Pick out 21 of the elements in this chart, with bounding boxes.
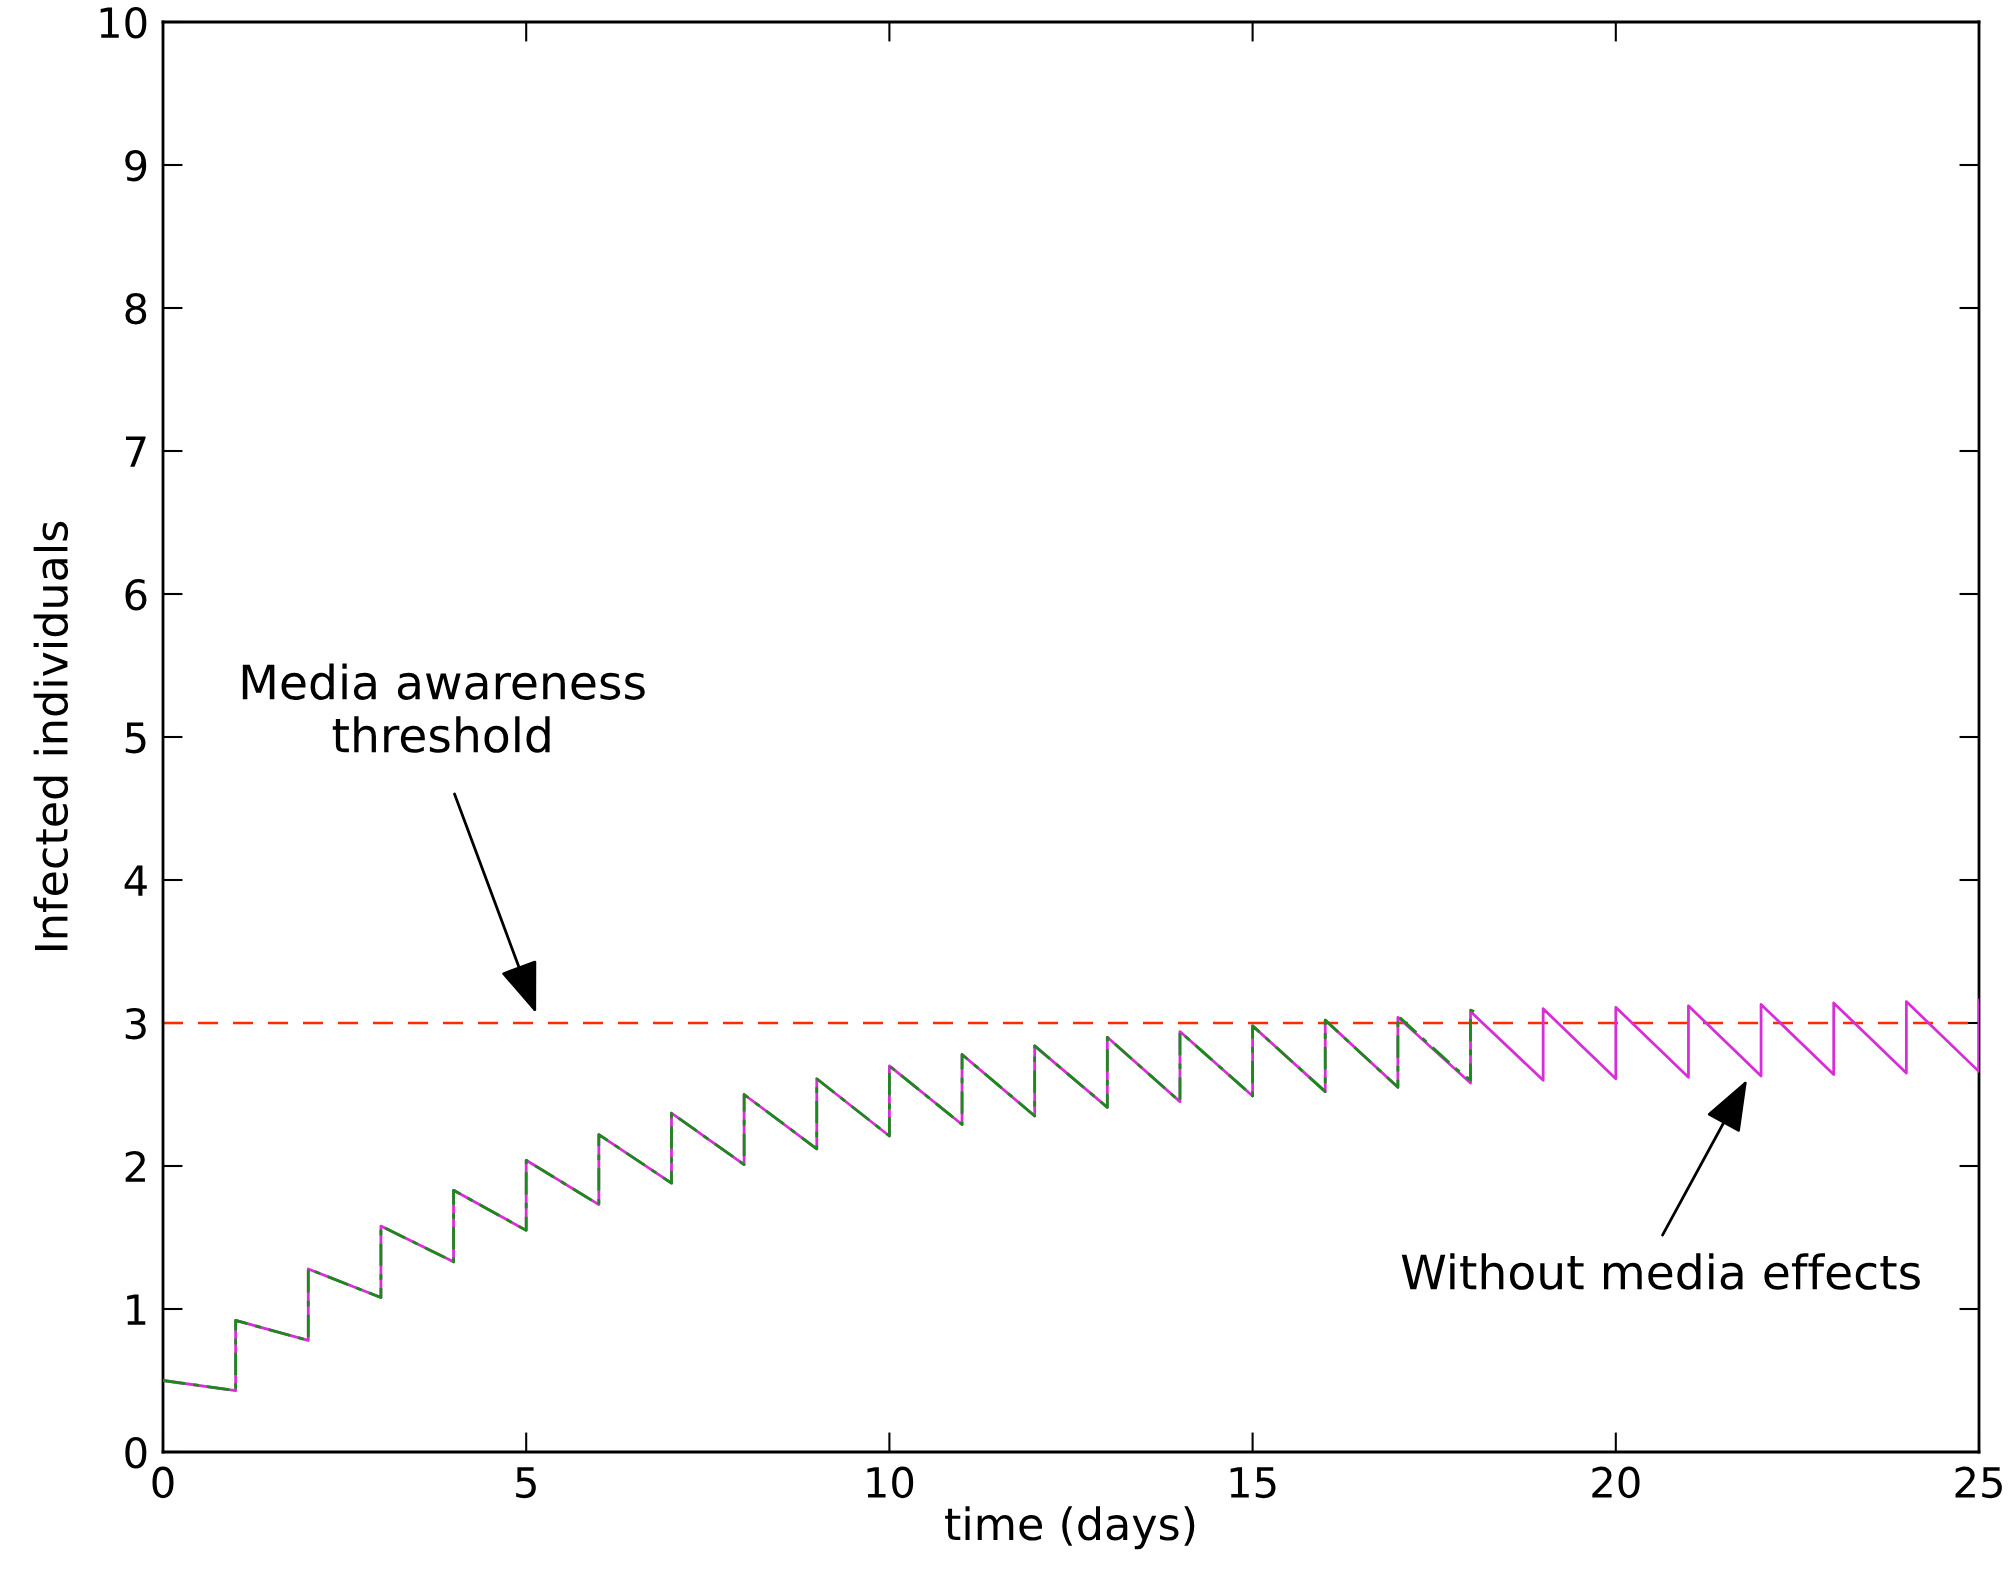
y-tick-label: 1	[127, 1294, 146, 1325]
y-tick-label: 2	[125, 1150, 145, 1182]
y-tick-label: 3	[125, 1007, 146, 1040]
y-tick-label: 8	[125, 292, 147, 325]
y-tick-label: 7	[126, 436, 146, 467]
x-axis-title: time (days)	[945, 1506, 1195, 1550]
y-tick-label: 10	[100, 6, 147, 39]
x-tick-label: 5	[516, 1467, 536, 1499]
y-tick-label: 9	[125, 149, 147, 182]
y-tick-label: 5	[125, 722, 146, 754]
annotation: Without media effects	[1401, 1253, 1920, 1290]
x-tick-label: 20	[1592, 1466, 1640, 1499]
x-tick-label: 15	[1230, 1467, 1276, 1499]
y-tick-label: 6	[125, 578, 147, 611]
x-tick-label: 10	[867, 1466, 914, 1499]
x-tick-label: 25	[1955, 1466, 2002, 1499]
y-axis-title: Infected individuals	[33, 521, 69, 950]
y-tick-label: 0	[125, 1436, 147, 1469]
y-tick-label: 4	[124, 865, 147, 896]
annotation: Media awareness threshold	[242, 663, 645, 753]
x-tick-label: 0	[152, 1466, 174, 1499]
